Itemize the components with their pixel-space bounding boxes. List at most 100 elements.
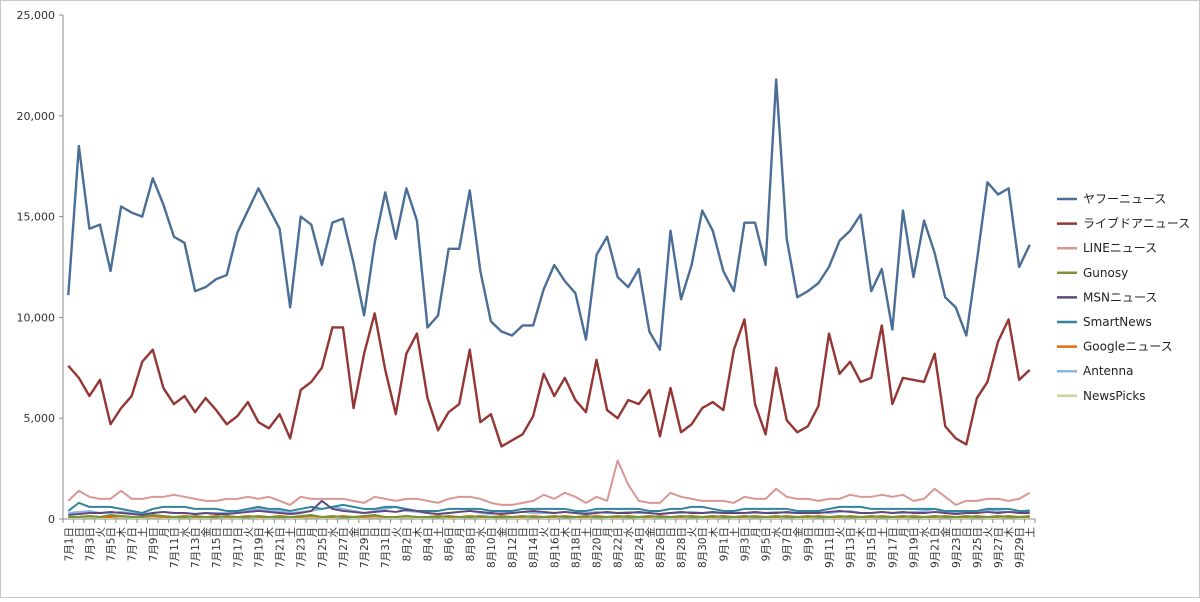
x-tick-label: 8月2日 [401,527,413,561]
x-tick-label: 日 [74,527,86,538]
x-tick-label: 土 [580,527,593,538]
series-line-0 [67,78,1031,351]
series-line-3 [68,513,1030,518]
x-tick-label: 土 [284,527,297,538]
x-tick-label: 日 [222,527,234,538]
y-tick-label: 20,000 [17,110,56,123]
x-tick-label: 8月4日 [423,527,435,561]
y-tick-label: 0 [48,513,55,526]
x-tick-label: 7月9日 [148,527,160,561]
x-tick-label: 金 [495,527,508,538]
x-tick-label: 7月15日 [211,527,223,568]
x-tick-label: 8月20日 [592,527,604,568]
x-tick-label: 月 [306,527,318,538]
x-tick-label: 金 [791,527,804,538]
x-tick-label: 木 [412,527,424,538]
legend-label: ライブドアニュース [1083,216,1190,231]
x-tick-label: 水 [327,527,339,538]
x-tick-label: 火 [835,527,847,538]
legend-label: NewsPicks [1083,389,1146,403]
x-tick-label: 8月28日 [676,527,688,568]
x-tick-label: 7月17日 [232,527,244,568]
x-tick-label: 9月3日 [739,527,751,561]
x-tick-label: 水 [180,527,192,538]
x-tick-label: 9月5日 [761,527,773,561]
series-line-1 [67,312,1031,448]
x-tick-label: 7月13日 [190,527,202,568]
x-tick-label: 9月11日 [824,527,836,568]
x-tick-label: 9月27日 [993,527,1005,568]
x-tick-label: 火 [687,527,699,538]
x-tick-label: 8月22日 [613,527,625,568]
legend-label: ヤフーニュース [1083,192,1166,206]
x-tick-label: 木 [264,527,276,538]
x-tick-label: 7月27日 [338,527,350,568]
x-tick-label: 8月18日 [570,527,582,568]
x-tick-label: 9月1日 [718,527,730,561]
x-tick-label: 土 [432,527,445,538]
x-tick-label: 8月24日 [634,527,646,568]
x-tick-label: 月 [898,527,910,538]
x-tick-label: 木 [708,527,720,538]
series-line-8 [68,516,1030,519]
x-tick-label: 金 [348,527,361,538]
x-tick-label: 8月12日 [507,527,519,568]
x-tick-label: 9月19日 [909,527,921,568]
x-tick-label: 7月31日 [380,527,392,568]
x-tick-label: 水 [623,527,635,538]
x-tick-label: 7月19日 [253,527,265,568]
x-tick-label: 8月16日 [549,527,561,568]
x-tick-label: 8月26日 [655,527,667,568]
x-tick-label: 月 [602,527,614,538]
x-tick-label: 水 [919,527,931,538]
y-axis: 0 5,000 10,000 15,000 20,000 25,000 [17,9,64,526]
x-tick-label: 木 [856,527,868,538]
y-tick-label: 15,000 [17,211,56,224]
legend-label: LINEニュース [1083,241,1157,255]
x-tick-label: 7月29日 [359,527,371,568]
x-tick-label: 日 [370,527,382,538]
x-tick-label: 7月7日 [127,527,139,561]
x-tick-label: 金 [200,527,213,538]
legend-label: SmartNews [1083,315,1152,329]
legend-label: Googleニュース [1083,340,1173,354]
y-tick-label: 25,000 [17,9,56,22]
x-tick-label: 9月13日 [845,527,857,568]
y-tick-label: 5,000 [24,412,56,425]
x-tick-label: 8月14日 [528,527,540,568]
x-tick-label: 7月11日 [169,527,181,568]
x-tick-label: 9月9日 [803,527,815,561]
x-tick-label: 8月10日 [486,527,498,568]
x-tick-label: 木 [560,527,572,538]
x-tick-label: 9月15日 [866,527,878,568]
x-tick-label: 日 [961,527,973,538]
x-tick-label: 火 [391,527,403,538]
series-line-2 [67,459,1031,506]
plot-series [67,78,1031,519]
x-tick-label: 月 [454,527,466,538]
x-tick-label: 8月30日 [697,527,709,568]
series-line-4 [68,499,1030,516]
x-tick-label: 木 [116,527,128,538]
x-tick-label: 日 [666,527,678,538]
x-tick-label: 水 [771,527,783,538]
x-tick-label: 土 [1024,527,1037,538]
x-tick-label: 火 [539,527,551,538]
x-tick-label: 水 [475,527,487,538]
x-tick-label: 8月8日 [465,527,477,561]
x-tick-label: 火 [982,527,994,538]
x-tick-label: 日 [518,527,530,538]
x-tick-label: 金 [643,527,656,538]
x-tick-label: 火 [243,527,255,538]
x-tick-label: 8月6日 [444,527,456,561]
x-tick-label: 9月25日 [972,527,984,568]
x-tick-label: 7月1日 [63,527,75,561]
x-tick-label: 7月23日 [296,527,308,568]
x-tick-label: 土 [876,527,889,538]
x-tick-label: 9月29日 [1014,527,1026,568]
x-tick-label: 7月3日 [84,527,96,561]
x-tick-label: 9月7日 [782,527,794,561]
